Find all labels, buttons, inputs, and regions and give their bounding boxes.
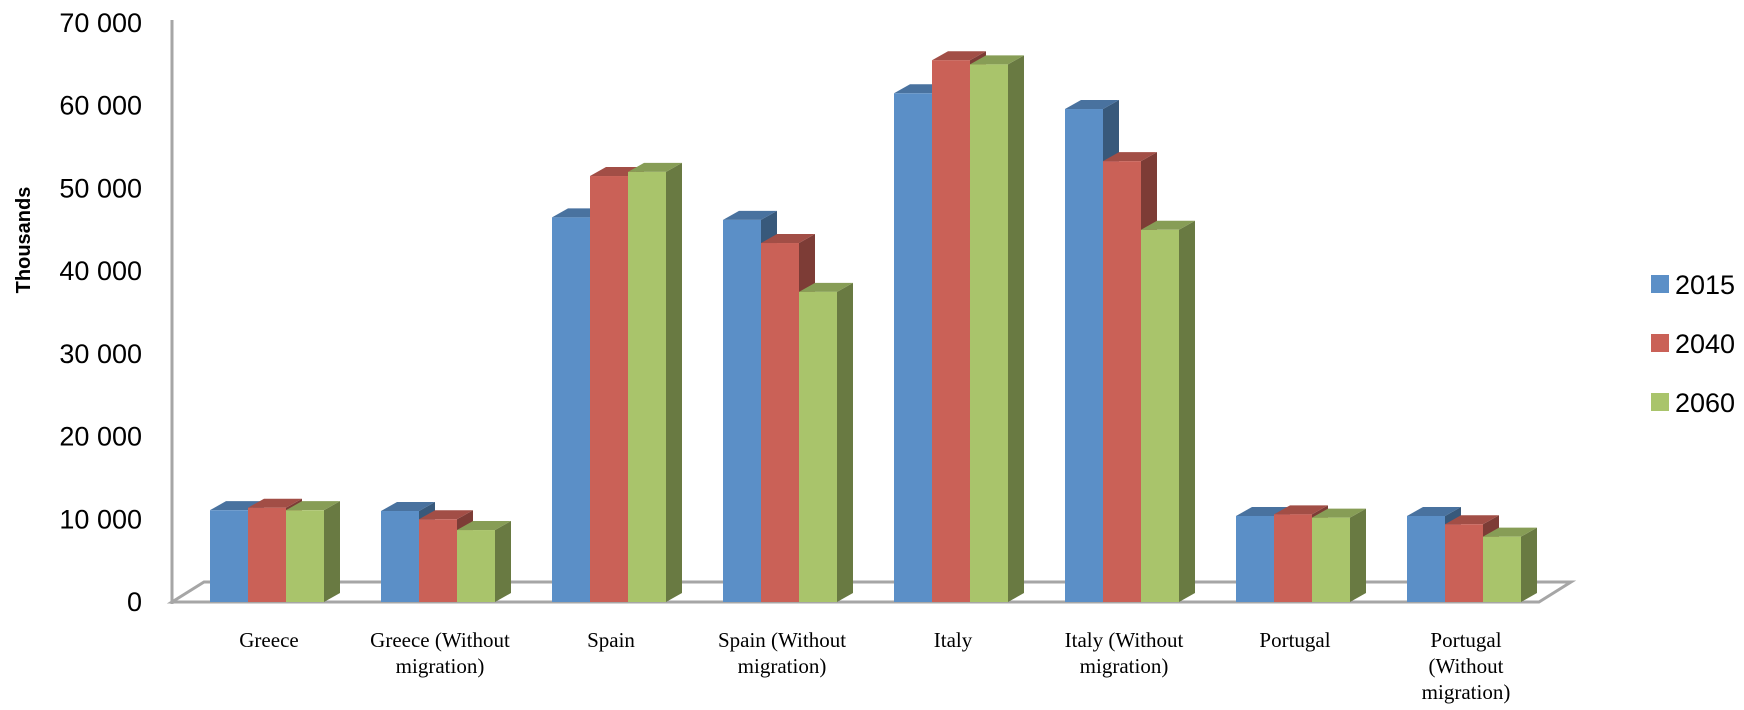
legend-swatch: [1651, 393, 1669, 411]
category-label: Italy: [934, 628, 973, 652]
category-label: Greece: [239, 628, 298, 652]
category-label: Spain: [587, 628, 635, 652]
y-tick-label: 50 000: [59, 173, 142, 203]
bar: [628, 162, 682, 602]
bar: [457, 521, 511, 602]
bar: [1483, 527, 1537, 602]
legend-swatch: [1651, 334, 1669, 352]
legend-swatch: [1651, 275, 1669, 293]
category-label: Portugal (Without migration): [1422, 628, 1511, 704]
legend-label: 2015: [1675, 270, 1735, 300]
y-tick-label: 60 000: [59, 91, 142, 121]
legend-item: 2060: [1651, 388, 1735, 418]
y-tick-label: 40 000: [59, 256, 142, 286]
legend-item: 2015: [1651, 270, 1735, 300]
bar: [1312, 508, 1366, 602]
y-tick-label: 10 000: [59, 504, 142, 534]
y-tick-label: 70 000: [59, 8, 142, 38]
y-tick-label: 30 000: [59, 339, 142, 369]
category-label: Greece (Without migration): [370, 628, 510, 678]
y-axis-title: Thousands: [13, 187, 35, 294]
category-label: Italy (Without migration): [1065, 628, 1184, 678]
category-label: Portugal: [1259, 628, 1330, 652]
bar: [799, 282, 853, 602]
y-tick-label: 0: [127, 587, 142, 617]
bar: [970, 55, 1024, 603]
legend-label: 2040: [1675, 329, 1735, 359]
legend-item: 2040: [1651, 329, 1735, 359]
bar: [286, 501, 340, 602]
category-label: Spain (Without migration): [718, 628, 846, 678]
y-tick-label: 20 000: [59, 422, 142, 452]
legend-label: 2060: [1675, 388, 1735, 418]
bar: [1141, 220, 1195, 603]
